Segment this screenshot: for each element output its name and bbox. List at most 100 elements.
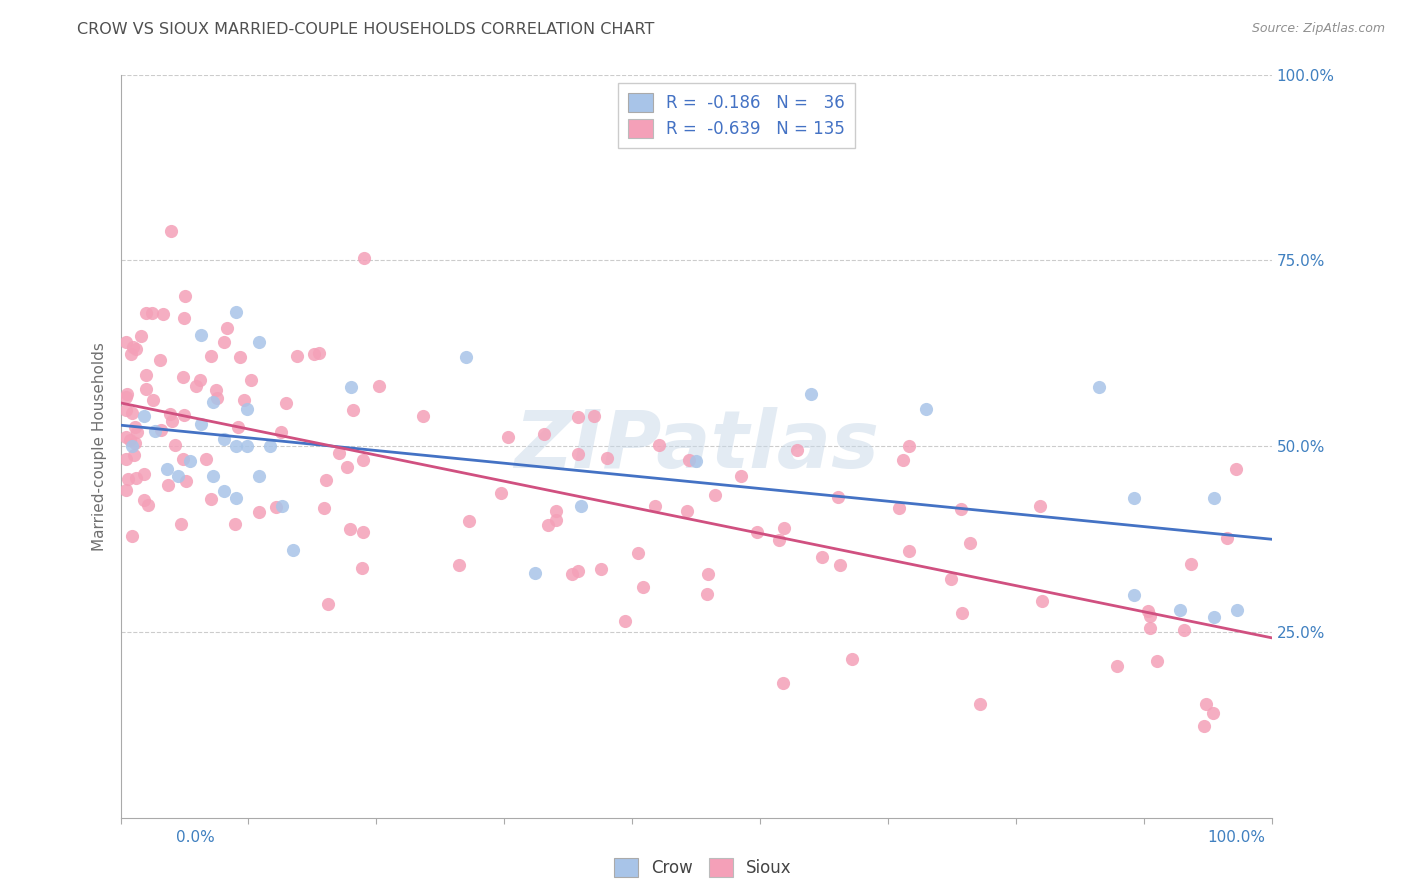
Point	[121, 439, 143, 453]
Point	[173, 311, 195, 326]
Point	[285, 349, 308, 363]
Point	[546, 504, 568, 518]
Point	[225, 439, 247, 453]
Point	[1122, 491, 1144, 506]
Point	[544, 513, 567, 527]
Point	[270, 499, 292, 513]
Point	[339, 523, 361, 537]
Point	[174, 289, 197, 303]
Point	[120, 347, 142, 361]
Point	[247, 469, 270, 483]
Point	[454, 350, 477, 364]
Point	[449, 558, 471, 573]
Point	[950, 607, 973, 621]
Point	[1136, 604, 1159, 618]
Point	[567, 447, 589, 461]
Point	[170, 516, 193, 531]
Point	[136, 498, 159, 512]
Text: 0.0%: 0.0%	[176, 830, 215, 845]
Point	[224, 517, 246, 532]
Point	[915, 402, 938, 417]
Point	[959, 536, 981, 550]
Point	[172, 452, 194, 467]
Point	[342, 403, 364, 417]
Point	[1139, 621, 1161, 635]
Point	[412, 409, 434, 423]
Point	[1029, 499, 1052, 513]
Point	[115, 386, 138, 401]
Point	[772, 521, 794, 535]
Point	[328, 445, 350, 459]
Point	[458, 515, 481, 529]
Point	[949, 501, 972, 516]
Point	[1195, 697, 1218, 711]
Point	[125, 471, 148, 485]
Point	[891, 452, 914, 467]
Point	[173, 408, 195, 422]
Point	[225, 305, 247, 319]
Point	[259, 439, 281, 453]
Point	[215, 321, 238, 335]
Point	[160, 224, 183, 238]
Point	[124, 436, 146, 450]
Point	[236, 402, 259, 417]
Point	[115, 452, 138, 467]
Point	[125, 425, 148, 439]
Point	[498, 430, 520, 444]
Point	[1216, 531, 1239, 545]
Point	[730, 469, 752, 483]
Point	[264, 500, 287, 514]
Point	[582, 409, 605, 423]
Point	[567, 409, 589, 424]
Point	[811, 549, 834, 564]
Point	[142, 392, 165, 407]
Point	[118, 433, 141, 447]
Point	[335, 460, 357, 475]
Point	[115, 334, 138, 349]
Point	[122, 340, 145, 354]
Point	[190, 327, 212, 342]
Point	[696, 587, 718, 601]
Point	[124, 448, 146, 462]
Point	[561, 567, 583, 582]
Point	[304, 347, 326, 361]
Point	[188, 373, 211, 387]
Point	[941, 572, 963, 586]
Point	[596, 451, 619, 466]
Point	[697, 567, 720, 582]
Point	[1031, 594, 1053, 608]
Text: CROW VS SIOUX MARRIED-COUPLE HOUSEHOLDS CORRELATION CHART: CROW VS SIOUX MARRIED-COUPLE HOUSEHOLDS …	[77, 22, 655, 37]
Point	[135, 368, 157, 382]
Point	[352, 453, 374, 467]
Legend: Crow, Sioux: Crow, Sioux	[607, 851, 799, 884]
Point	[647, 438, 669, 452]
Point	[179, 454, 201, 468]
Point	[121, 406, 143, 420]
Point	[312, 501, 335, 516]
Point	[537, 518, 560, 533]
Point	[1146, 654, 1168, 668]
Point	[205, 391, 228, 405]
Point	[1107, 659, 1129, 673]
Point	[143, 425, 166, 439]
Point	[149, 423, 172, 437]
Point	[184, 379, 207, 393]
Point	[800, 387, 823, 401]
Point	[1204, 491, 1226, 506]
Point	[200, 491, 222, 506]
Point	[1088, 380, 1111, 394]
Point	[898, 439, 921, 453]
Point	[141, 306, 163, 320]
Point	[155, 461, 177, 475]
Point	[124, 343, 146, 357]
Point	[270, 425, 292, 440]
Point	[190, 417, 212, 431]
Point	[115, 402, 138, 417]
Y-axis label: Married-couple Households: Married-couple Households	[93, 342, 107, 550]
Point	[318, 597, 340, 611]
Text: 100.0%: 100.0%	[1208, 830, 1265, 845]
Point	[276, 396, 298, 410]
Point	[152, 307, 174, 321]
Point	[685, 454, 707, 468]
Point	[1122, 588, 1144, 602]
